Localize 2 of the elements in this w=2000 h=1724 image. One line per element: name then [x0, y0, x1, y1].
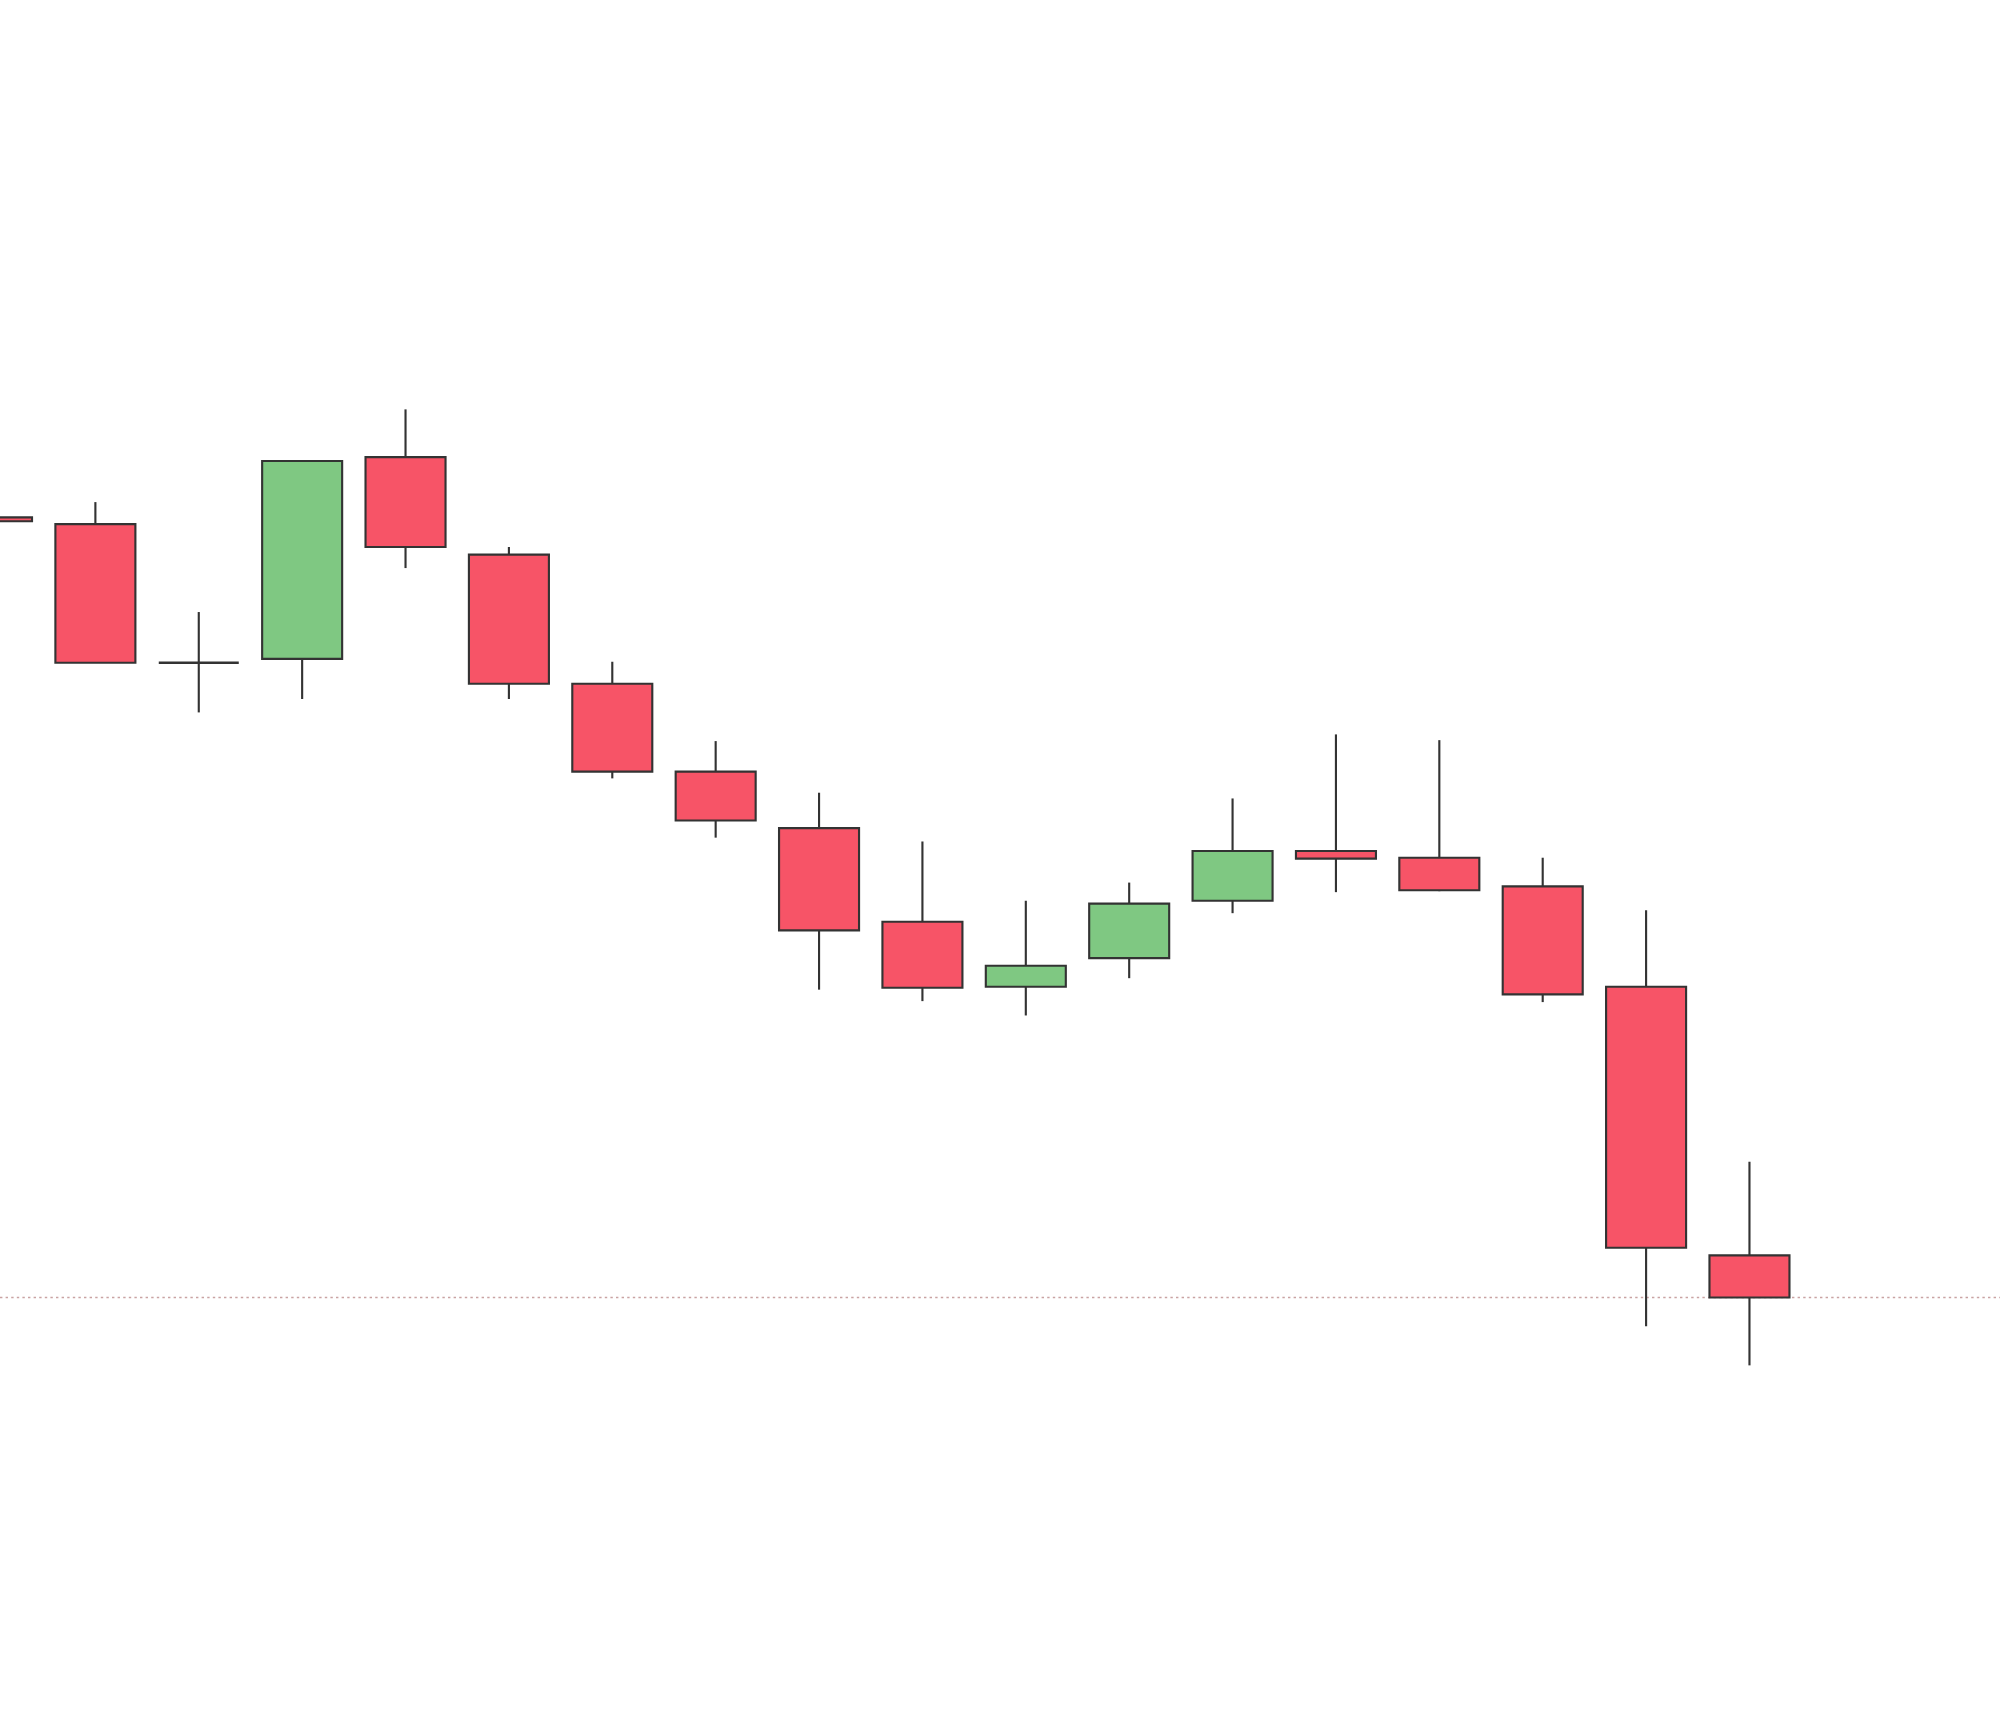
candlestick [157, 610, 240, 714]
candlestick [1294, 733, 1378, 894]
